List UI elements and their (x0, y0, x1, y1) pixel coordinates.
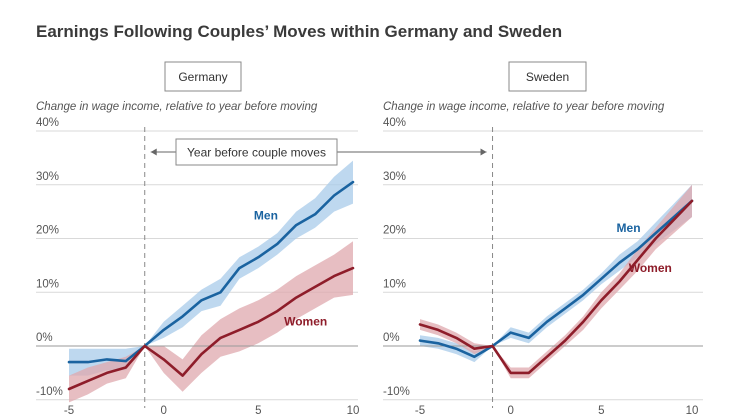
annotation-arrowhead-right (480, 148, 487, 156)
germany-y-tick-label: 0% (36, 332, 53, 344)
germany-y-tick-label: 20% (36, 225, 59, 237)
germany-women-line (67, 266, 355, 391)
annotation-box (175, 138, 338, 166)
sweden-y-tick-label: -10% (383, 386, 410, 398)
sweden-y-tick-label: 20% (383, 225, 406, 237)
germany-x-tick-label: 0 (160, 405, 166, 414)
annotation-arrowhead-left (150, 148, 157, 156)
sweden-men-line (418, 199, 694, 359)
germany-y-tick-label: 30% (36, 171, 59, 183)
germany-men-line (67, 180, 355, 364)
sweden-title-box (508, 61, 587, 92)
sweden-panel-title: Sweden (526, 70, 569, 84)
sweden-y-tick-label: 30% (383, 171, 406, 183)
germany-x-tick-label: 10 (347, 405, 360, 414)
annotation-label: Year before couple moves (187, 146, 326, 160)
germany-panel-title: Germany (178, 70, 227, 84)
sweden-men-confidence-band (420, 184, 692, 363)
germany-y-tick-label: -10% (36, 386, 63, 398)
sweden-x-tick-label: 10 (686, 405, 699, 414)
sweden-x-tick-label: -5 (415, 405, 425, 414)
germany-title-box (164, 61, 242, 92)
germany-y-axis-label: Change in wage income, relative to year … (36, 101, 318, 113)
sweden-y-tick-label: 40% (383, 117, 406, 129)
germany-women-confidence-band (69, 241, 353, 403)
sweden-y-tick-label: 0% (383, 332, 400, 344)
germany-men-series-label: Men (254, 209, 278, 223)
sweden-women-series-label: Women (629, 261, 672, 275)
germany-x-tick-label: 5 (255, 405, 261, 414)
germany-y-tick-label: 10% (36, 278, 59, 290)
sweden-x-tick-label: 0 (507, 405, 513, 414)
germany-x-tick-label: -5 (64, 405, 74, 414)
sweden-y-tick-label: 10% (383, 278, 406, 290)
sweden-men-series-label: Men (617, 221, 641, 235)
page-title: Earnings Following Couples’ Moves within… (36, 22, 563, 41)
sweden-women-line (418, 199, 694, 375)
germany-y-tick-label: 40% (36, 117, 59, 129)
sweden-y-axis-label: Change in wage income, relative to year … (383, 101, 665, 113)
germany-women-series-label: Women (284, 315, 327, 329)
sweden-x-tick-label: 5 (598, 405, 604, 414)
germany-men-confidence-band (69, 160, 353, 376)
